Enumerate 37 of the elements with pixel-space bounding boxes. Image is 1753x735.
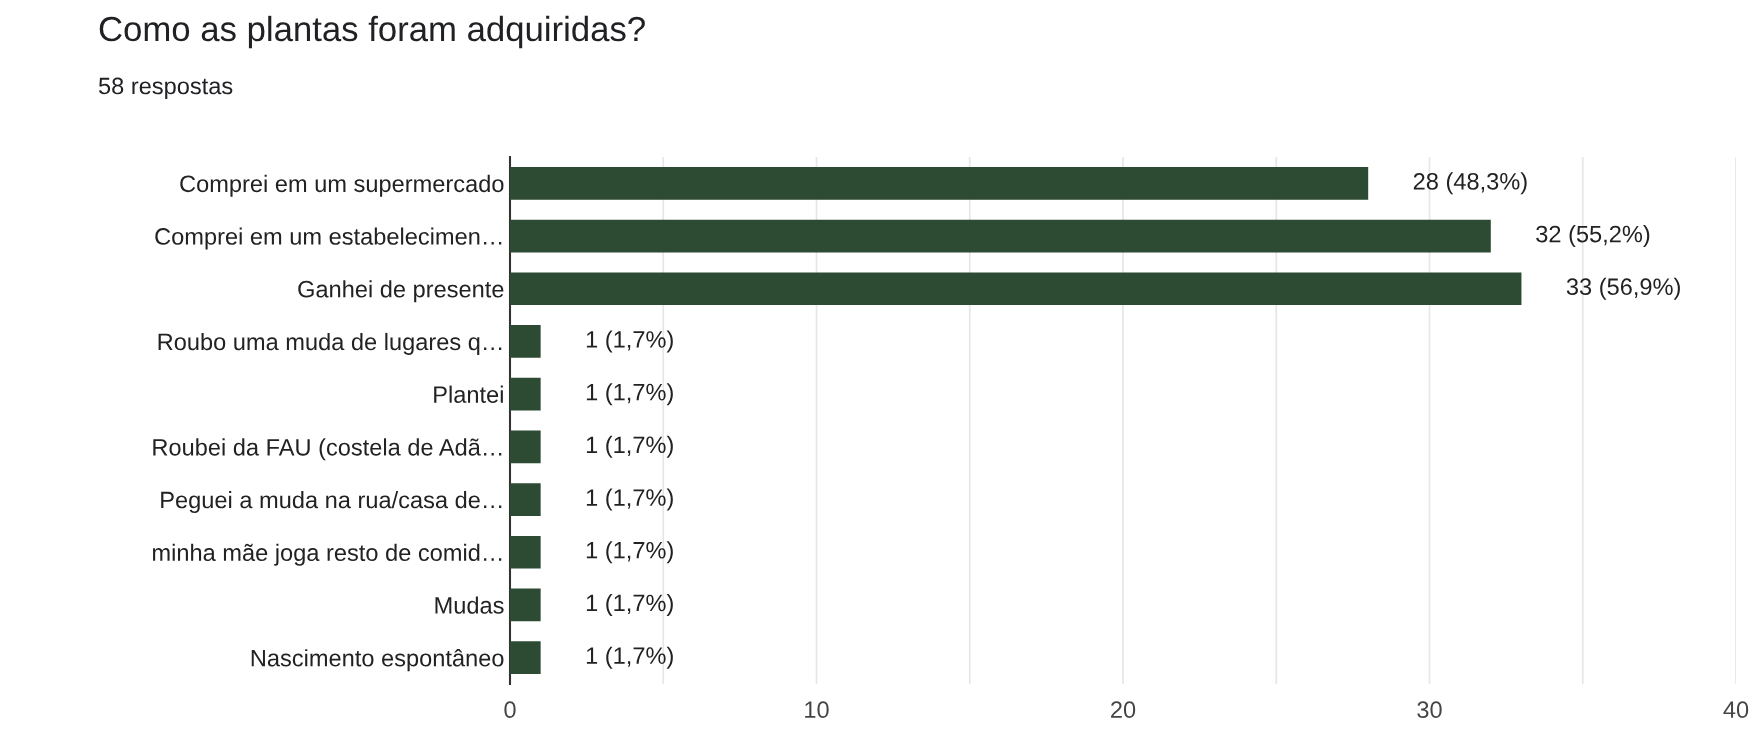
bar xyxy=(510,325,541,358)
y-tick-label: Comprei em um supermercado xyxy=(180,174,504,197)
x-tick-label: 10 xyxy=(805,701,829,719)
data-label: 1 (1,7%) xyxy=(586,593,673,616)
data-label: 1 (1,7%) xyxy=(586,488,673,511)
y-tick-label: minha mãe joga resto de comid… xyxy=(153,543,502,566)
data-label: 1 (1,7%) xyxy=(586,646,673,669)
data-label: 1 (1,7%) xyxy=(586,330,673,353)
y-tick-label: Roubo uma muda de lugares q… xyxy=(158,332,502,355)
y-tick-label: Peguei a muda na rua/casa de… xyxy=(161,490,502,513)
y-tick-label: Mudas xyxy=(435,596,504,614)
data-label: 32 (55,2%) xyxy=(1536,225,1650,248)
data-label: 1 (1,7%) xyxy=(586,435,673,458)
data-label: 1 (1,7%) xyxy=(586,383,673,406)
x-tick-label: 30 xyxy=(1417,701,1442,719)
chart-title: Como as plantas foram adquiridas? xyxy=(99,15,645,49)
y-tick-label: Comprei em um estabelecimen… xyxy=(155,227,502,250)
bar xyxy=(510,377,541,411)
data-label: 28 (48,3%) xyxy=(1413,172,1527,195)
x-tick-label: 0 xyxy=(504,701,516,719)
bar xyxy=(510,588,541,622)
data-label: 33 (56,9%) xyxy=(1566,277,1680,300)
bar xyxy=(510,483,541,516)
y-tick-label: Roubei da FAU (costela de Adã… xyxy=(153,438,502,461)
data-label: 1 (1,7%) xyxy=(586,541,673,564)
bar xyxy=(510,167,1369,200)
bar xyxy=(510,272,1522,306)
bar xyxy=(510,641,541,674)
bar xyxy=(510,219,1491,253)
y-tick-label: Plantei xyxy=(434,385,503,403)
y-tick-label: Ganhei de presente xyxy=(298,280,504,303)
x-tick-label: 40 xyxy=(1723,701,1749,719)
text: 58 respostas xyxy=(98,77,233,99)
y-tick-label: Nascimento espontâneo xyxy=(251,649,504,672)
bar xyxy=(510,430,541,464)
bar xyxy=(510,535,541,569)
x-tick-label: 20 xyxy=(1111,701,1136,719)
